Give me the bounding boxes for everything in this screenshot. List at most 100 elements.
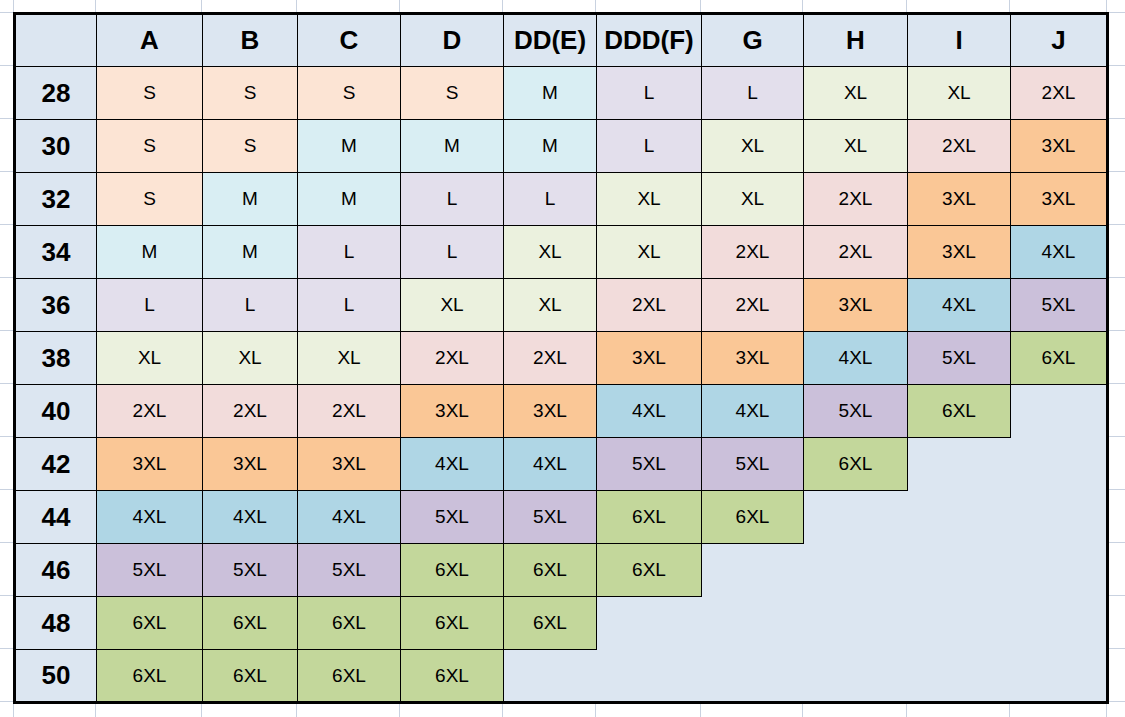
cell-44-DD(E)[interactable]: 5XL: [504, 491, 597, 544]
cell-44-G[interactable]: 6XL: [702, 491, 804, 544]
cell-38-DDD(F)[interactable]: 3XL: [597, 332, 702, 385]
cell-30-D[interactable]: M: [401, 120, 504, 173]
cell-32-DD(E)[interactable]: L: [504, 173, 597, 226]
cell-30-DD(E)[interactable]: M: [504, 120, 597, 173]
cell-42-G[interactable]: 5XL: [702, 438, 804, 491]
cell-32-H[interactable]: 2XL: [804, 173, 908, 226]
cell-44-A[interactable]: 4XL: [97, 491, 203, 544]
cell-28-DDD(F)[interactable]: L: [597, 67, 702, 120]
column-header-G[interactable]: G: [702, 14, 804, 67]
cell-28-H[interactable]: XL: [804, 67, 908, 120]
cell-40-C[interactable]: 2XL: [298, 385, 401, 438]
cell-34-B[interactable]: M: [203, 226, 298, 279]
cell-42-D[interactable]: 4XL: [401, 438, 504, 491]
cell-30-H[interactable]: XL: [804, 120, 908, 173]
cell-48-C[interactable]: 6XL: [298, 597, 401, 650]
cell-40-A[interactable]: 2XL: [97, 385, 203, 438]
cell-48-B[interactable]: 6XL: [203, 597, 298, 650]
cell-50-B[interactable]: 6XL: [203, 650, 298, 703]
cell-28-D[interactable]: S: [401, 67, 504, 120]
column-header-B[interactable]: B: [203, 14, 298, 67]
cell-38-C[interactable]: XL: [298, 332, 401, 385]
cell-46-A[interactable]: 5XL: [97, 544, 203, 597]
row-header-44[interactable]: 44: [15, 491, 97, 544]
cell-36-H[interactable]: 3XL: [804, 279, 908, 332]
row-header-34[interactable]: 34: [15, 226, 97, 279]
cell-42-B[interactable]: 3XL: [203, 438, 298, 491]
row-header-42[interactable]: 42: [15, 438, 97, 491]
cell-42-DD(E)[interactable]: 4XL: [504, 438, 597, 491]
corner-cell[interactable]: [15, 14, 97, 67]
row-header-50[interactable]: 50: [15, 650, 97, 703]
cell-50-C[interactable]: 6XL: [298, 650, 401, 703]
cell-30-C[interactable]: M: [298, 120, 401, 173]
cell-48-DD(E)[interactable]: 6XL: [504, 597, 597, 650]
cell-40-D[interactable]: 3XL: [401, 385, 504, 438]
cell-38-DD(E)[interactable]: 2XL: [504, 332, 597, 385]
cell-42-DDD(F)[interactable]: 5XL: [597, 438, 702, 491]
cell-48-A[interactable]: 6XL: [97, 597, 203, 650]
cell-32-A[interactable]: S: [97, 173, 203, 226]
cell-30-G[interactable]: XL: [702, 120, 804, 173]
cell-28-J[interactable]: 2XL: [1011, 67, 1108, 120]
column-header-DD(E)[interactable]: DD(E): [504, 14, 597, 67]
cell-36-A[interactable]: L: [97, 279, 203, 332]
cell-34-DD(E)[interactable]: XL: [504, 226, 597, 279]
cell-44-B[interactable]: 4XL: [203, 491, 298, 544]
cell-34-J[interactable]: 4XL: [1011, 226, 1108, 279]
row-header-36[interactable]: 36: [15, 279, 97, 332]
cell-28-G[interactable]: L: [702, 67, 804, 120]
cell-40-H[interactable]: 5XL: [804, 385, 908, 438]
cell-46-C[interactable]: 5XL: [298, 544, 401, 597]
column-header-J[interactable]: J: [1011, 14, 1108, 67]
column-header-H[interactable]: H: [804, 14, 908, 67]
cell-38-B[interactable]: XL: [203, 332, 298, 385]
cell-50-A[interactable]: 6XL: [97, 650, 203, 703]
cell-34-A[interactable]: M: [97, 226, 203, 279]
cell-32-B[interactable]: M: [203, 173, 298, 226]
cell-40-I[interactable]: 6XL: [908, 385, 1011, 438]
cell-46-DD(E)[interactable]: 6XL: [504, 544, 597, 597]
cell-32-DDD(F)[interactable]: XL: [597, 173, 702, 226]
cell-42-C[interactable]: 3XL: [298, 438, 401, 491]
cell-44-D[interactable]: 5XL: [401, 491, 504, 544]
cell-46-D[interactable]: 6XL: [401, 544, 504, 597]
cell-28-B[interactable]: S: [203, 67, 298, 120]
cell-38-A[interactable]: XL: [97, 332, 203, 385]
column-header-DDD(F)[interactable]: DDD(F): [597, 14, 702, 67]
cell-34-C[interactable]: L: [298, 226, 401, 279]
row-header-32[interactable]: 32: [15, 173, 97, 226]
cell-50-D[interactable]: 6XL: [401, 650, 504, 703]
cell-40-B[interactable]: 2XL: [203, 385, 298, 438]
cell-32-D[interactable]: L: [401, 173, 504, 226]
cell-40-DDD(F)[interactable]: 4XL: [597, 385, 702, 438]
cell-36-J[interactable]: 5XL: [1011, 279, 1108, 332]
cell-34-H[interactable]: 2XL: [804, 226, 908, 279]
cell-46-DDD(F)[interactable]: 6XL: [597, 544, 702, 597]
column-header-I[interactable]: I: [908, 14, 1011, 67]
cell-34-I[interactable]: 3XL: [908, 226, 1011, 279]
cell-42-H[interactable]: 6XL: [804, 438, 908, 491]
cell-30-B[interactable]: S: [203, 120, 298, 173]
cell-32-I[interactable]: 3XL: [908, 173, 1011, 226]
row-header-38[interactable]: 38: [15, 332, 97, 385]
cell-28-DD(E)[interactable]: M: [504, 67, 597, 120]
column-header-C[interactable]: C: [298, 14, 401, 67]
cell-44-DDD(F)[interactable]: 6XL: [597, 491, 702, 544]
cell-38-I[interactable]: 5XL: [908, 332, 1011, 385]
column-header-A[interactable]: A: [97, 14, 203, 67]
cell-38-G[interactable]: 3XL: [702, 332, 804, 385]
cell-28-A[interactable]: S: [97, 67, 203, 120]
cell-32-C[interactable]: M: [298, 173, 401, 226]
cell-38-D[interactable]: 2XL: [401, 332, 504, 385]
column-header-D[interactable]: D: [401, 14, 504, 67]
cell-30-A[interactable]: S: [97, 120, 203, 173]
row-header-46[interactable]: 46: [15, 544, 97, 597]
cell-36-G[interactable]: 2XL: [702, 279, 804, 332]
cell-44-C[interactable]: 4XL: [298, 491, 401, 544]
cell-36-DDD(F)[interactable]: 2XL: [597, 279, 702, 332]
cell-30-I[interactable]: 2XL: [908, 120, 1011, 173]
cell-36-D[interactable]: XL: [401, 279, 504, 332]
cell-36-DD(E)[interactable]: XL: [504, 279, 597, 332]
row-header-40[interactable]: 40: [15, 385, 97, 438]
